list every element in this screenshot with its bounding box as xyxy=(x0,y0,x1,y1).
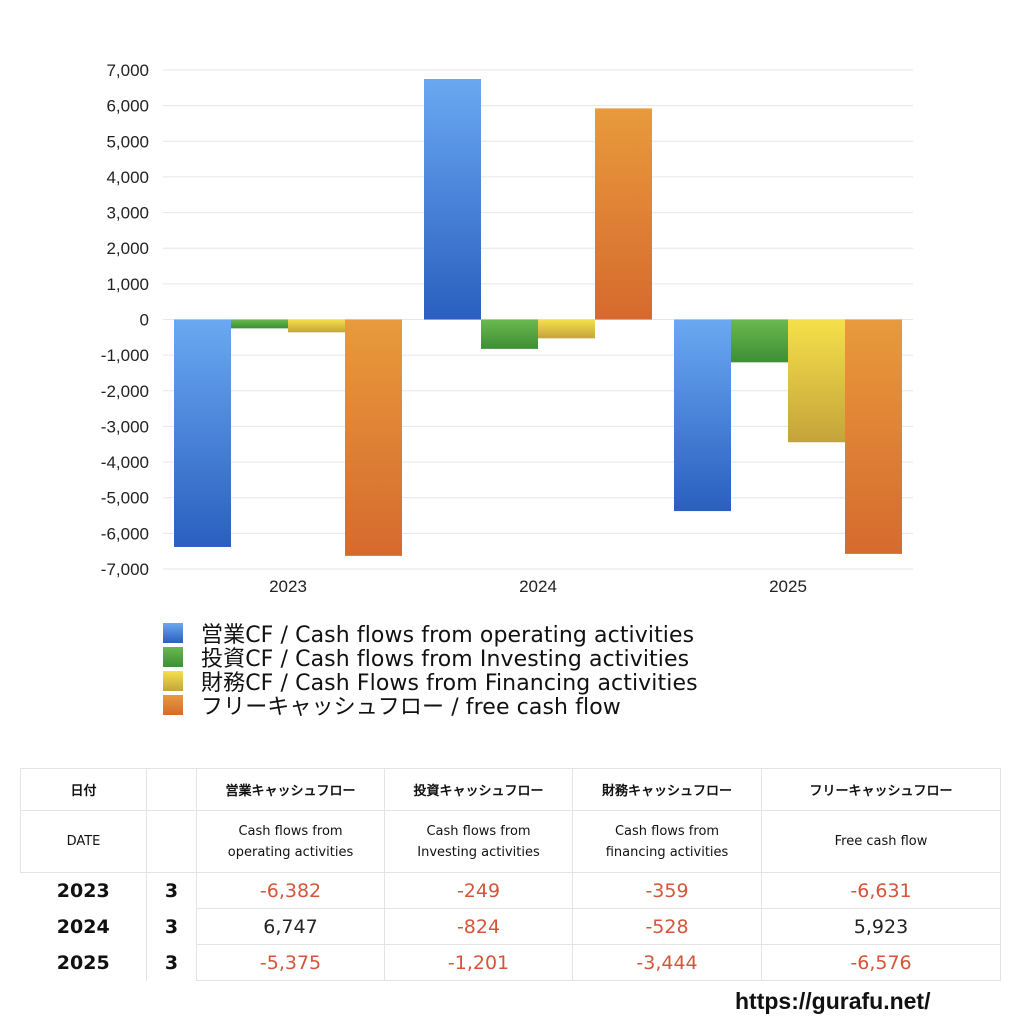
legend-swatch xyxy=(163,647,183,667)
table-cell: -6,631 xyxy=(761,872,1001,909)
y-tick-label: 6,000 xyxy=(106,97,149,116)
site-url: https://gurafu.net/ xyxy=(735,988,931,1014)
table-cell: -6,576 xyxy=(761,944,1001,981)
y-tick-label: -1,000 xyxy=(101,346,149,365)
bar-2024-series-3 xyxy=(595,108,652,320)
grid-lines xyxy=(163,69,913,570)
y-tick-label: -6,000 xyxy=(101,524,149,543)
legend-label: 営業CF / Cash flows from operating activit… xyxy=(201,623,695,648)
bar-2024-series-1 xyxy=(481,319,538,349)
bar-2025-series-1 xyxy=(731,319,788,363)
cash-flow-bar-chart: 7,000 6,000 5,000 4,000 3,000 2,000 1,000 0 -1,0… xyxy=(101,61,913,596)
row-year: 2023 xyxy=(20,872,147,909)
header-free-cf-jp: フリーキャッシュフロー xyxy=(761,768,1001,811)
header-free-cf-en: Free cash flow xyxy=(761,810,1001,873)
table-cell: 6,747 xyxy=(196,908,385,945)
row-month: 3 xyxy=(146,944,197,981)
table-header-row-en: DATE Cash flows from operating activities… xyxy=(20,810,1001,873)
header-investing-jp: 投資キャッシュフロー xyxy=(384,768,573,811)
row-year: 2025 xyxy=(20,944,147,981)
bar-2023-series-3 xyxy=(345,319,402,556)
row-month: 3 xyxy=(146,872,197,909)
legend-swatch xyxy=(163,671,183,691)
legend-label: フリーキャッシュフロー / free cash flow xyxy=(201,695,621,720)
bar-2023-series-0 xyxy=(174,319,231,547)
table-row: 2025 3 -5,375 -1,201 -3,444 -6,576 xyxy=(20,944,1001,981)
y-tick-label: 0 xyxy=(140,311,149,330)
table-cell: -824 xyxy=(384,908,573,945)
table-cell: -1,201 xyxy=(384,944,573,981)
chart-legend: 営業CF / Cash flows from operating activit… xyxy=(163,621,698,720)
y-tick-label: -7,000 xyxy=(101,560,149,579)
table-cell: -6,382 xyxy=(196,872,385,909)
table-cell: -3,444 xyxy=(572,944,762,981)
cash-flow-table: 日付 営業キャッシュフロー 投資キャッシュフロー 財務キャッシュフロー フリーキ… xyxy=(20,768,1001,981)
table-row: 2024 3 6,747 -824 -528 5,923 xyxy=(20,908,1001,945)
x-tick-label: 2025 xyxy=(769,577,807,596)
legend-item: フリーキャッシュフロー / free cash flow xyxy=(163,693,698,720)
bar-2024-series-0 xyxy=(424,79,481,320)
legend-swatch xyxy=(163,695,183,715)
legend-label: 財務CF / Cash Flows from Financing activit… xyxy=(201,671,698,696)
bar-2025-series-2 xyxy=(788,319,845,443)
bar-2025-series-3 xyxy=(845,319,902,554)
x-tick-label: 2024 xyxy=(519,577,557,596)
table-cell: -5,375 xyxy=(196,944,385,981)
row-month: 3 xyxy=(146,908,197,945)
y-tick-label: 3,000 xyxy=(106,204,149,223)
table-row: 2023 3 -6,382 -249 -359 -6,631 xyxy=(20,872,1001,909)
table-cell: -249 xyxy=(384,872,573,909)
legend-swatch xyxy=(163,623,183,643)
bars xyxy=(174,79,902,556)
table-cell: 5,923 xyxy=(761,908,1001,945)
header-operating-jp: 営業キャッシュフロー xyxy=(196,768,385,811)
y-tick-label: -4,000 xyxy=(101,453,149,472)
header-month-jp xyxy=(146,768,197,811)
legend-item: 投資CF / Cash flows from Investing activit… xyxy=(163,645,698,672)
table-cell: -359 xyxy=(572,872,762,909)
header-date-en: DATE xyxy=(20,810,147,873)
header-financing-en: Cash flows from financing activities xyxy=(572,810,762,873)
header-financing-jp: 財務キャッシュフロー xyxy=(572,768,762,811)
table-header-row-jp: 日付 営業キャッシュフロー 投資キャッシュフロー 財務キャッシュフロー フリーキ… xyxy=(20,768,1001,811)
y-tick-label: 7,000 xyxy=(106,61,149,80)
x-tick-label: 2023 xyxy=(269,577,307,596)
row-year: 2024 xyxy=(20,908,147,945)
header-month-en xyxy=(146,810,197,873)
header-date-jp: 日付 xyxy=(20,768,147,811)
y-axis-ticks: 7,000 6,000 5,000 4,000 3,000 2,000 1,000 0 -1,0… xyxy=(101,61,149,579)
y-tick-label: -2,000 xyxy=(101,382,149,401)
bar-2023-series-2 xyxy=(288,319,345,333)
header-operating-en: Cash flows from operating activities xyxy=(196,810,385,873)
bar-2023-series-1 xyxy=(231,319,288,329)
table-cell: -528 xyxy=(572,908,762,945)
legend-label: 投資CF / Cash flows from Investing activit… xyxy=(201,647,690,672)
bar-2025-series-0 xyxy=(674,319,731,512)
bar-2024-series-2 xyxy=(538,319,595,339)
y-tick-label: -5,000 xyxy=(101,489,149,508)
legend-item: 営業CF / Cash flows from operating activit… xyxy=(163,621,698,648)
y-tick-label: 1,000 xyxy=(106,275,149,294)
x-axis-ticks: 2023 2024 2025 xyxy=(269,577,807,596)
y-tick-label: 2,000 xyxy=(106,239,149,258)
y-tick-label: -3,000 xyxy=(101,417,149,436)
header-investing-en: Cash flows from Investing activities xyxy=(384,810,573,873)
y-tick-label: 4,000 xyxy=(106,168,149,187)
y-tick-label: 5,000 xyxy=(106,132,149,151)
legend-item: 財務CF / Cash Flows from Financing activit… xyxy=(163,669,698,696)
